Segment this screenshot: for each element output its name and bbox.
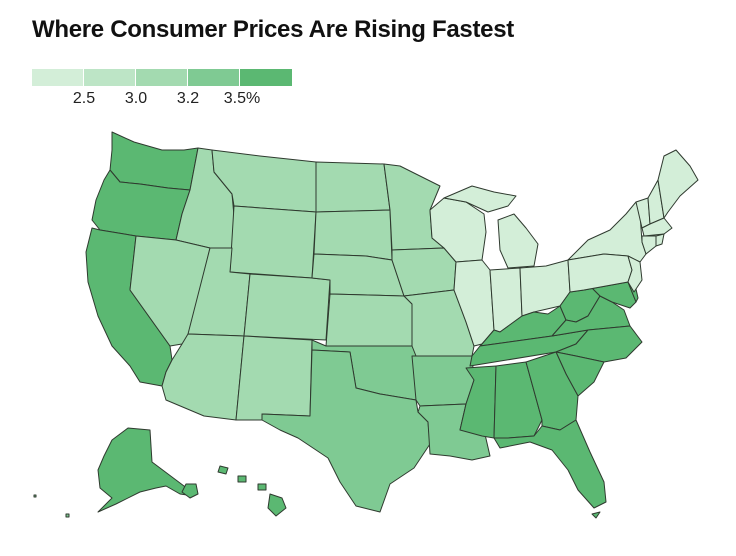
state-south-dakota: [313, 209, 393, 261]
state-rhode-island: [655, 233, 665, 247]
state-florida: [493, 419, 607, 509]
legend-swatch-1: [32, 69, 84, 86]
state-michigan-lower: [497, 213, 539, 269]
state-colorado: [243, 273, 331, 341]
state-michigan-upper: [443, 185, 517, 213]
state-new-mexico: [235, 335, 313, 421]
state-iowa: [391, 247, 457, 297]
legend-tick-3-5: 3.5%: [223, 90, 261, 107]
state-hawaii-islands: [181, 465, 267, 499]
chart-title: Where Consumer Prices Are Rising Fastest: [32, 16, 514, 43]
map-edge-marks: [33, 494, 70, 518]
state-kansas: [325, 293, 413, 347]
legend-swatch-5: [240, 69, 292, 86]
state-florida-keys: [591, 511, 601, 519]
state-arkansas: [411, 355, 475, 407]
state-arizona: [161, 333, 245, 421]
legend-tick-3-2: 3.2: [176, 90, 200, 107]
legend-swatch-4: [188, 69, 240, 86]
state-new-york: [567, 201, 647, 263]
legend-swatch-3: [136, 69, 188, 86]
state-maine: [657, 149, 699, 219]
legend-tick-2-5: 2.5: [72, 90, 96, 107]
state-connecticut: [641, 235, 657, 255]
legend-ticks: 2.5 3.0 3.2 3.5%: [32, 90, 292, 110]
state-texas: [261, 349, 431, 513]
color-legend: 2.5 3.0 3.2 3.5%: [32, 69, 292, 110]
state-alaska: [97, 427, 195, 513]
state-washington: [109, 131, 199, 191]
legend-swatches: [32, 69, 292, 86]
legend-tick-3-0: 3.0: [124, 90, 148, 107]
state-new-jersey: [627, 255, 643, 293]
state-north-dakota: [315, 161, 391, 213]
state-hawaii-main: [267, 493, 287, 517]
state-wyoming: [229, 205, 317, 279]
legend-swatch-2: [84, 69, 136, 86]
